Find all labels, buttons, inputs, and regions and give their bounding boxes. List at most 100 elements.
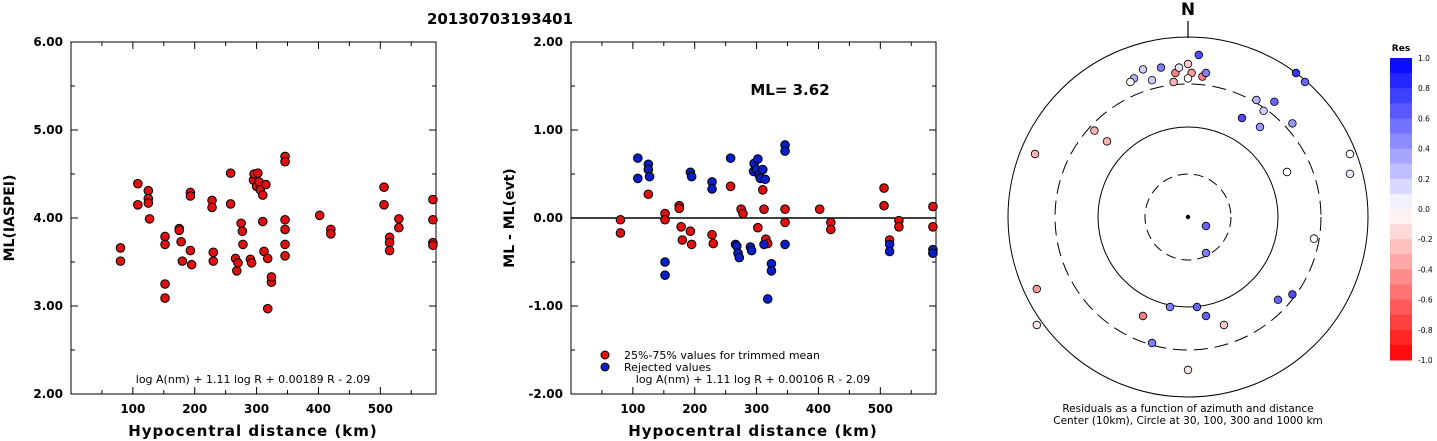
y-tick-label: 1.00 [533, 123, 563, 137]
data-point [928, 248, 938, 258]
data-point [176, 236, 186, 247]
data-point [207, 202, 217, 213]
circle-30km [1144, 173, 1232, 261]
station-marker [1138, 65, 1148, 74]
colorbar-swatch [1390, 133, 1412, 150]
data-point [428, 214, 438, 225]
y-tick-label: -2.00 [528, 387, 563, 401]
data-point [760, 174, 771, 185]
data-point [115, 256, 126, 266]
data-point [685, 226, 696, 236]
x-axis-label: Hypocentral distance (km) [628, 422, 878, 440]
station-marker [1282, 167, 1292, 177]
x-tick-label: 300 [244, 402, 269, 416]
data-point [738, 208, 748, 219]
data-points [115, 151, 438, 314]
station-marker [1259, 106, 1268, 115]
ml-annotation: ML= 3.62 [750, 81, 829, 99]
x-tick-label: 200 [182, 402, 207, 416]
x-tick-label: 200 [682, 402, 707, 416]
data-point [326, 229, 336, 239]
station-marker [1032, 320, 1041, 330]
y-tick-label: 2.00 [33, 387, 63, 401]
axis-ticks: 100 200 300 400 500 2.00 3.00 4.00 5.00 6.00 [33, 35, 436, 416]
station-marker [1201, 311, 1211, 321]
formula-annotation: log A(nm) + 1.11 log R + 0.00189 R - 2.0… [136, 373, 370, 386]
data-point [644, 171, 655, 182]
data-point [253, 168, 263, 178]
data-point [753, 222, 763, 233]
x-tick-label: 400 [806, 402, 831, 416]
data-point [225, 199, 236, 209]
station-marker [1183, 74, 1193, 83]
x-tick-label: 100 [620, 402, 645, 416]
data-point [759, 239, 769, 250]
colorbar-swatch [1390, 88, 1412, 104]
data-point [633, 153, 643, 163]
colorbar-swatch [1390, 163, 1412, 180]
data-point [759, 204, 769, 214]
data-point [280, 239, 290, 250]
data-point [686, 239, 697, 250]
colorbar-swatch [1390, 254, 1412, 270]
data-point [615, 228, 626, 238]
magnitude-plot: 100 200 300 400 500 2.00 3.00 4.00 5.00 6.00 ML(I… [2, 35, 438, 440]
caption-line-1: Residuals as a function of azimuth and d… [1062, 403, 1313, 415]
data-point [257, 216, 268, 227]
station-marker [1147, 75, 1157, 85]
data-point [384, 237, 395, 248]
data-point [208, 247, 219, 258]
data-point [766, 266, 777, 276]
station-marker [1102, 137, 1112, 146]
station-marker [1288, 119, 1297, 128]
data-point [208, 256, 219, 266]
circle-300km [1054, 83, 1322, 351]
colorbar-swatch [1390, 103, 1412, 119]
colorbar-tick-label: -0.4 [1418, 265, 1433, 274]
y-tick-label: 5.00 [33, 123, 63, 137]
legend-label-rejected: Rejected values [624, 361, 711, 374]
data-point [725, 153, 736, 163]
colorbar-tick-label: 1.0 [1418, 54, 1430, 63]
colorbar-swatch [1390, 73, 1412, 89]
station-marker [1174, 63, 1184, 72]
plot-frame [70, 41, 437, 395]
station-marker [1255, 122, 1265, 132]
station-marker [1309, 234, 1319, 243]
data-point [780, 146, 790, 156]
x-tick-label: 100 [120, 402, 145, 416]
data-point [261, 179, 271, 190]
station-marker [1288, 290, 1297, 299]
data-point [143, 198, 154, 208]
colorbar-tick-label: -0.2 [1418, 235, 1433, 244]
legend: 25%-75% values for trimmed mean Rejected… [600, 349, 820, 374]
y-axis-label: ML - ML(evt) [502, 168, 518, 267]
data-point [394, 214, 404, 224]
data-point [384, 245, 395, 256]
data-point [884, 246, 895, 257]
data-point [185, 245, 196, 256]
y-tick-label: 3.00 [33, 299, 63, 313]
station-marker [1219, 320, 1229, 330]
data-point [660, 270, 670, 281]
station-marker [1291, 68, 1301, 78]
station-marker [1201, 248, 1211, 258]
data-point [707, 184, 717, 194]
data-point [160, 293, 170, 303]
circle-100km [1097, 126, 1279, 308]
residual-colorbar: Res 1.0 0.8 0.6 0.4 0.2 0.0 -0.2 -0.4 -0.6 -0.8 -1… [1390, 44, 1433, 365]
station-marker [1090, 126, 1099, 135]
data-point [280, 251, 290, 261]
data-point [633, 173, 643, 184]
data-point [674, 203, 685, 214]
colorbar-tick-label: -0.6 [1418, 296, 1433, 305]
data-point [660, 257, 670, 267]
axis-ticks: 100 200 300 400 500 -2.00 -1.00 0.00 1.00 2.00 [528, 35, 936, 416]
colorbar-tick-label: 0.6 [1418, 114, 1430, 123]
colorbar-tick-label: 0.2 [1418, 175, 1430, 184]
station-marker [1183, 59, 1193, 69]
station-marker [1030, 149, 1040, 159]
north-label: N [1181, 0, 1195, 20]
station-marker [1156, 63, 1166, 72]
